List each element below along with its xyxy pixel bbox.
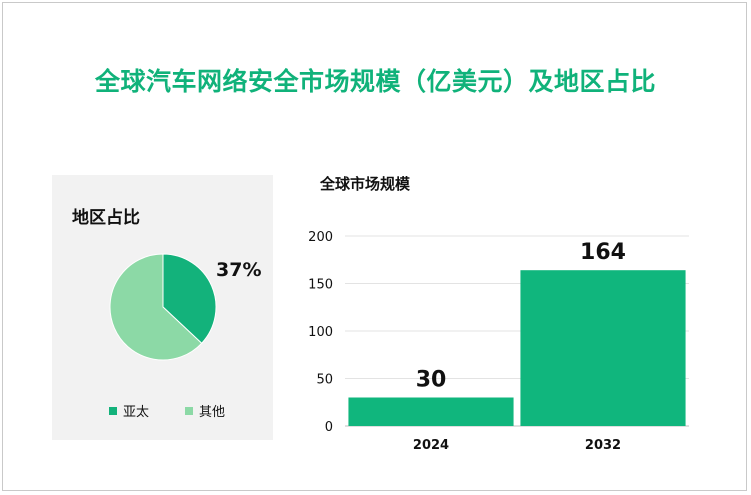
x-tick-label: 2024 [413,438,449,453]
y-tick-label: 0 [325,420,333,435]
y-tick-label: 200 [308,230,333,245]
pie-title: 地区占比 [72,208,140,228]
x-tick-label: 2032 [585,438,621,453]
y-tick-label: 100 [308,325,333,340]
legend-item-asia: 亚太 [109,401,149,420]
page-title: 全球汽车网络安全市场规模（亿美元）及地区占比 [94,67,656,96]
legend-swatch-other [185,406,193,415]
y-tick-label: 50 [316,373,333,388]
pie-data-label-asia: 37% [216,259,262,281]
pie-slice-asia [162,253,217,344]
bar-data-label: 164 [580,240,626,265]
legend-label-asia: 亚太 [123,405,150,420]
pie-chart [109,253,217,361]
y-tick-label: 150 [308,278,333,293]
bar [348,397,514,426]
pie-slice-other [109,253,203,361]
bar-chart-title: 全球市场规模 [320,175,411,193]
bar-data-label: 30 [416,368,447,393]
region-share-panel: 地区占比 37% 亚太 其他 [52,175,273,440]
legend-item-other: 其他 [185,401,225,420]
bar [520,270,686,426]
legend-label-other: 其他 [199,405,226,420]
legend-swatch-asia [109,406,117,415]
